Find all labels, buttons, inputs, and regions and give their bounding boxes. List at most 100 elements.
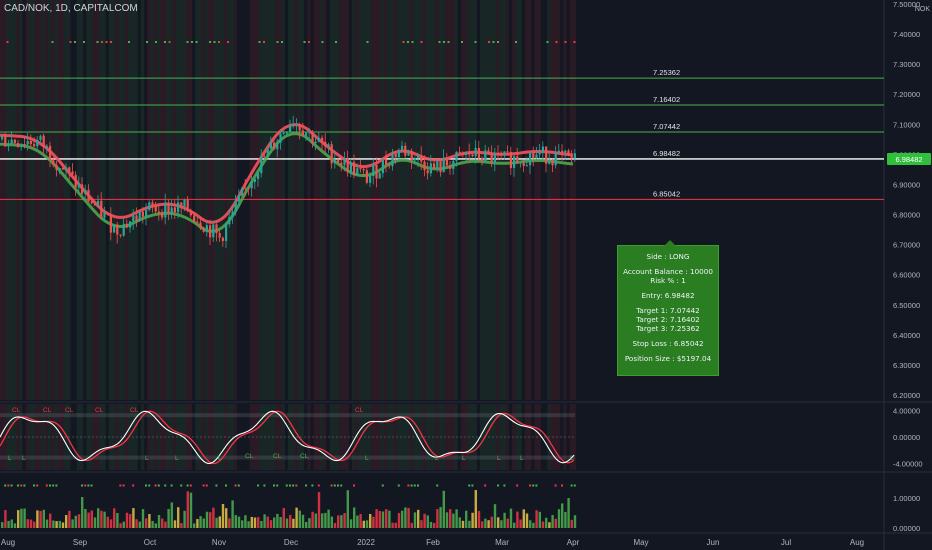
volume-bar: [525, 513, 529, 528]
candle-body: [212, 224, 215, 238]
regime-band: [458, 0, 461, 400]
volume-bar: [506, 518, 509, 528]
volume-bar: [77, 514, 81, 528]
volume-dot: [330, 484, 333, 487]
regime-band: [361, 0, 365, 400]
volume-dot: [36, 484, 39, 487]
regime-band: [569, 404, 573, 470]
volume-bar: [173, 520, 177, 528]
signal-dot: [69, 41, 72, 43]
volume-bar: [132, 508, 135, 528]
volume-dot: [397, 484, 400, 487]
volume-bar: [81, 497, 84, 528]
volume-bar: [500, 520, 503, 528]
symbol-title[interactable]: CAD/NOK, 1D, CAPITALCOM: [4, 3, 138, 14]
signal-dot: [155, 41, 157, 43]
osc-signal-label: L: [365, 455, 369, 462]
regime-band: [553, 404, 557, 470]
volume-bar: [33, 521, 36, 528]
regime-band: [393, 404, 397, 470]
volume-dot: [202, 484, 205, 487]
signal-dot: [443, 41, 445, 43]
candle-body: [570, 154, 573, 159]
regime-band: [252, 404, 257, 470]
candle-body: [263, 156, 266, 158]
volume-dot: [554, 484, 557, 487]
regime-band: [57, 0, 61, 400]
candle-body: [183, 199, 186, 207]
volume-bar: [516, 511, 519, 528]
candle-body: [321, 137, 324, 142]
time-tick-label: Dec: [284, 538, 298, 547]
regime-band: [509, 0, 512, 400]
volume-dot: [570, 484, 573, 487]
price-tick-label: 7.30000: [893, 60, 920, 69]
volume-bar: [148, 514, 151, 528]
level-label: 7.16402: [653, 95, 680, 104]
signal-dot: [335, 41, 337, 43]
regime-band: [275, 0, 279, 400]
volume-dot: [145, 484, 147, 487]
candle-body: [225, 224, 228, 242]
volume-dot: [4, 484, 7, 487]
candle-body: [260, 156, 263, 174]
volume-bar: [247, 521, 250, 528]
price-tick-label: 6.60000: [893, 271, 920, 280]
volume-bar: [388, 510, 391, 528]
volume-bar: [324, 512, 327, 528]
volume-dot: [132, 484, 135, 487]
candle-body: [39, 135, 42, 140]
volume-bar: [487, 520, 490, 528]
candle-body: [484, 150, 487, 162]
volume-bar: [394, 522, 397, 528]
candle-body: [189, 211, 192, 216]
regime-band: [188, 404, 193, 470]
volume-bar: [39, 510, 42, 528]
signal-dot: [195, 41, 198, 43]
candle-body: [177, 202, 180, 213]
regime-band: [211, 0, 215, 400]
candle-body: [349, 162, 352, 173]
volume-bar: [103, 511, 106, 528]
regime-bands: [0, 0, 577, 470]
volume-bar: [7, 520, 10, 528]
volume-bar: [567, 498, 570, 528]
candle-body: [151, 202, 154, 206]
volume-bar: [522, 509, 525, 528]
candle-body: [493, 153, 496, 163]
osc-tick-label: 4.00000: [893, 407, 920, 416]
candle-body: [305, 132, 308, 136]
candle-body: [385, 159, 388, 166]
signal-dot: [461, 41, 463, 43]
volume-bar: [490, 516, 493, 528]
candle-body: [471, 154, 474, 157]
regime-band: [547, 0, 551, 400]
regime-band: [460, 0, 465, 400]
candle-body: [196, 221, 199, 223]
candle-body: [282, 132, 285, 134]
regime-band: [224, 0, 228, 400]
regime-band: [172, 404, 177, 470]
regime-band: [204, 404, 209, 470]
time-tick-label: Aug: [850, 538, 864, 547]
regime-band: [265, 0, 269, 400]
candle-body: [381, 159, 384, 174]
regime-band: [252, 0, 257, 400]
regime-band: [288, 0, 292, 400]
regime-band: [124, 404, 129, 470]
regime-band: [140, 404, 145, 470]
candle-body: [164, 202, 167, 218]
volume-bar: [170, 502, 173, 528]
regime-band: [128, 0, 132, 400]
candle-body: [100, 200, 103, 218]
candle-body: [317, 137, 320, 142]
regime-band: [428, 404, 433, 470]
time-tick-label: Apr: [567, 538, 580, 547]
time-tick-label: Sep: [73, 538, 88, 547]
volume-bar: [253, 517, 257, 528]
volume-bar: [180, 523, 183, 528]
osc-signal-label: CL: [130, 407, 139, 414]
regime-band: [16, 0, 20, 400]
candle-body: [429, 163, 432, 174]
volume-bar: [20, 508, 23, 528]
